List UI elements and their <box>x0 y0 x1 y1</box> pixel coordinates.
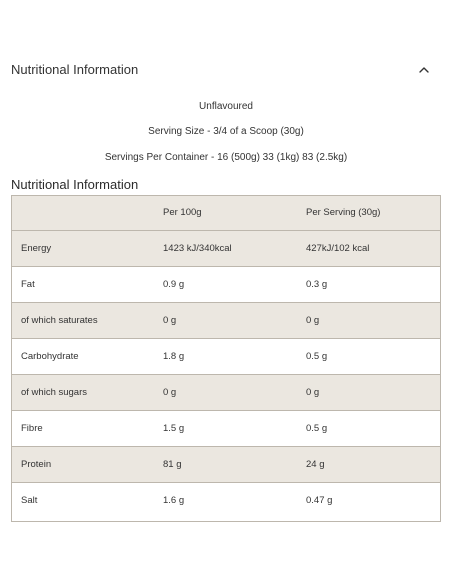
per-serving-value: 24 g <box>306 446 441 483</box>
per-serving-value: 0.5 g <box>306 338 441 375</box>
per-100g-value: 81 g <box>163 446 306 483</box>
nutrient-name: of which saturates <box>11 302 163 339</box>
nutritional-information-accordion-toggle[interactable]: Nutritional Information <box>0 52 452 88</box>
flavour-label: Unflavoured <box>199 101 253 112</box>
table-row: Energy 1423 kJ/340kcal 427kJ/102 kcal <box>11 230 441 267</box>
nutrient-name: Fat <box>11 266 163 303</box>
section-title: Nutritional Information <box>11 177 139 192</box>
per-100g-value: 1.8 g <box>163 338 306 375</box>
table-row: Fat 0.9 g 0.3 g <box>11 266 441 303</box>
per-serving-value: 427kJ/102 kcal <box>306 230 441 267</box>
table-row: Carbohydrate 1.8 g 0.5 g <box>11 338 441 375</box>
header-per-serving: Per Serving (30g) <box>306 207 381 218</box>
chevron-up-icon[interactable] <box>416 62 432 78</box>
nutrient-name: Salt <box>11 482 163 518</box>
per-100g-value: 0 g <box>163 374 306 411</box>
per-serving-value: 0.5 g <box>306 410 441 447</box>
header-nutrient <box>11 195 163 231</box>
servings-per-container-text: Servings Per Container - 16 (500g) 33 (1… <box>104 152 348 163</box>
header-per-100g: Per 100g <box>163 207 202 218</box>
per-100g-value: 1.6 g <box>163 482 306 518</box>
per-100g-value: 1.5 g <box>163 410 306 447</box>
per-100g-value: 0.9 g <box>163 266 306 303</box>
nutrient-name: Energy <box>11 230 163 267</box>
per-serving-value: 0.47 g <box>306 482 441 518</box>
nutrient-name: of which sugars <box>11 374 163 411</box>
table-header-row: Per 100g Per Serving (30g) <box>11 195 441 231</box>
per-serving-value: 0 g <box>306 374 441 411</box>
nutrient-name: Carbohydrate <box>11 338 163 375</box>
table-row: Protein 81 g 24 g <box>11 446 441 483</box>
per-serving-value: 0 g <box>306 302 441 339</box>
per-100g-value: 1423 kJ/340kcal <box>163 230 306 267</box>
table-row: Fibre 1.5 g 0.5 g <box>11 410 441 447</box>
nutrient-name: Protein <box>11 446 163 483</box>
nutrition-table: Per 100g Per Serving (30g) Energy 1423 kJ… <box>11 195 441 518</box>
nutrient-name: Fibre <box>11 410 163 447</box>
per-serving-value: 0.3 g <box>306 266 441 303</box>
accordion-title: Nutritional Information <box>11 62 139 77</box>
table-row: Salt 1.6 g 0.47 g <box>11 482 441 518</box>
serving-size-text: Serving Size - 3/4 of a Scoop (30g) <box>148 126 304 137</box>
per-100g-value: 0 g <box>163 302 306 339</box>
